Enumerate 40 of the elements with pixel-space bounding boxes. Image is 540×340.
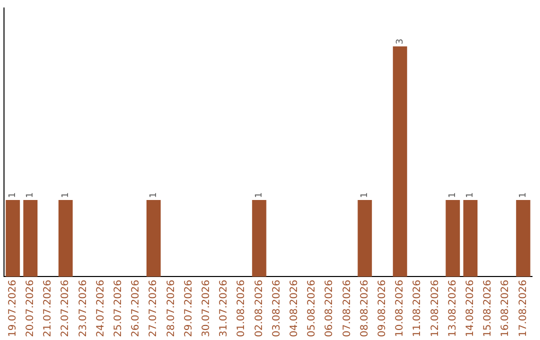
- x-tick-label: 14.08.2026: [464, 280, 476, 338]
- data-label: 1: [466, 192, 476, 198]
- x-tick-label: 25.07.2026: [112, 280, 124, 338]
- data-label: 1: [26, 192, 36, 198]
- data-label: 1: [60, 192, 71, 198]
- x-tick-label: 11.08.2026: [412, 280, 424, 338]
- x-tick-label: 22.07.2026: [60, 280, 72, 338]
- x-tick-label: 31.07.2026: [218, 280, 230, 338]
- x-tick-label: 06.08.2026: [324, 280, 336, 338]
- x-tick-label: 24.07.2026: [95, 280, 106, 338]
- x-tick-label: 01.08.2026: [236, 280, 248, 338]
- x-tick-label: 17.08.2026: [518, 280, 529, 338]
- x-tick-label: 12.08.2026: [430, 280, 441, 338]
- data-label: 1: [360, 192, 370, 198]
- x-tick-label: 28.07.2026: [166, 280, 177, 338]
- x-tick-label: 30.07.2026: [200, 280, 212, 338]
- data-label: 1: [518, 192, 529, 198]
- x-tick-label: 16.08.2026: [500, 280, 512, 338]
- x-tick-label: 20.07.2026: [24, 280, 36, 338]
- x-tick-label: 26.07.2026: [130, 280, 142, 338]
- x-tick-label: 03.08.2026: [271, 280, 282, 338]
- x-tick-label: 23.07.2026: [78, 280, 89, 338]
- x-tick-label: 08.08.2026: [359, 280, 370, 338]
- x-tick-label: 13.08.2026: [447, 280, 458, 338]
- x-tick-label: 09.08.2026: [376, 280, 388, 338]
- data-label: 1: [8, 192, 18, 198]
- data-label: 3: [395, 38, 406, 44]
- x-tick-label: 15.08.2026: [482, 280, 494, 338]
- x-tick-label: 19.07.2026: [7, 280, 18, 338]
- x-tick-label: 07.08.2026: [342, 280, 353, 338]
- data-label: 1: [254, 192, 265, 198]
- x-tick-label: 02.08.2026: [254, 280, 265, 338]
- x-tick-label: 10.08.2026: [394, 280, 406, 338]
- x-tick-label: 04.08.2026: [288, 280, 300, 338]
- x-tick-label: 27.07.2026: [148, 280, 160, 338]
- x-tick-label: 29.07.2026: [183, 280, 194, 338]
- data-label: 1: [448, 192, 458, 198]
- data-label: 1: [148, 192, 159, 198]
- x-tick-label: 05.08.2026: [306, 280, 318, 338]
- x-tick-label: 21.07.2026: [42, 280, 54, 338]
